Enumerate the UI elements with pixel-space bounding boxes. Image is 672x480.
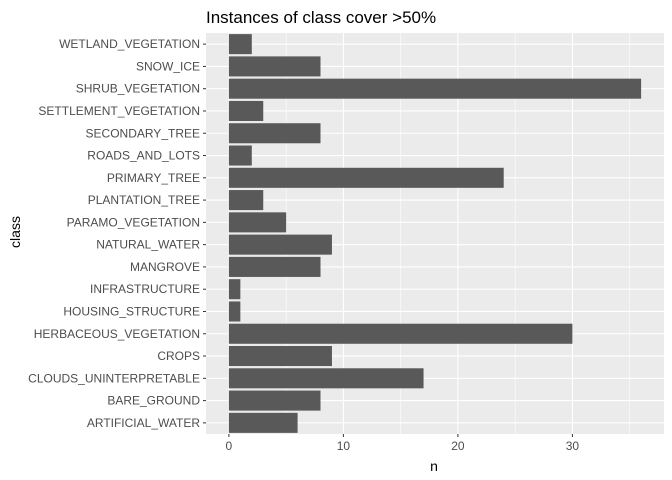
x-tick-label: 20 [451,439,465,453]
bar-crops [228,346,332,367]
bar-secondary-tree [228,123,321,144]
x-tick-label: 10 [337,439,351,453]
y-tick-label: SECONDARY_TREE [86,126,200,140]
bar-artificial-water [228,412,298,433]
y-tick-label: ROADS_AND_LOTS [87,149,200,163]
bar-housing-structure [228,301,241,322]
bar-bare-ground [228,390,321,411]
chart-title: Instances of class cover >50% [206,8,436,27]
bar-clouds-uninterpretable [228,368,424,389]
bars [228,34,642,433]
x-axis: 0 10 20 30 [226,434,580,453]
x-axis-title: n [430,458,438,474]
bar-wetland-vegetation [228,34,252,55]
y-tick-label: CROPS [157,349,200,363]
plot-panel [206,33,664,434]
x-tick-label: 30 [566,439,580,453]
y-tick-label: WETLAND_VEGETATION [59,37,200,51]
y-tick-label: BARE_GROUND [107,394,200,408]
bar-paramo-vegetation [228,212,287,233]
bar-mangrove [228,256,321,277]
bar-plantation-tree [228,190,264,211]
y-tick-label: PRIMARY_TREE [107,171,200,185]
bar-natural-water [228,234,332,255]
y-axis: WETLAND_VEGETATION SNOW_ICE SHRUB_VEGETATI… [28,37,206,430]
bar-roads-and-lots [228,145,252,166]
y-tick-label: HOUSING_STRUCTURE [63,304,200,318]
y-tick-label: ARTIFICIAL_WATER [87,416,200,430]
y-tick-label: MANGROVE [130,260,200,274]
bar-infrastructure [228,279,241,300]
y-tick-label: PLANTATION_TREE [88,193,200,207]
bar-primary-tree [228,167,504,188]
x-tick-label: 0 [226,439,233,453]
y-tick-label: INFRASTRUCTURE [90,282,200,296]
y-tick-label: HERBACEOUS_VEGETATION [34,327,200,341]
y-tick-label: CLOUDS_UNINTERPRETABLE [28,371,200,385]
y-tick-label: NATURAL_WATER [96,238,200,252]
bar-herbaceous-vegetation [228,323,573,344]
y-tick-label: PARAMO_VEGETATION [67,215,200,229]
bar-snow-ice [228,56,321,77]
minor-gridlines [285,33,630,434]
y-tick-label: SHRUB_VEGETATION [76,82,200,96]
y-tick-label: SNOW_ICE [136,59,200,73]
bar-settlement-vegetation [228,100,264,121]
bar-shrub-vegetation [228,78,642,99]
y-tick-label: SETTLEMENT_VEGETATION [38,104,200,118]
y-axis-title: class [7,216,23,248]
